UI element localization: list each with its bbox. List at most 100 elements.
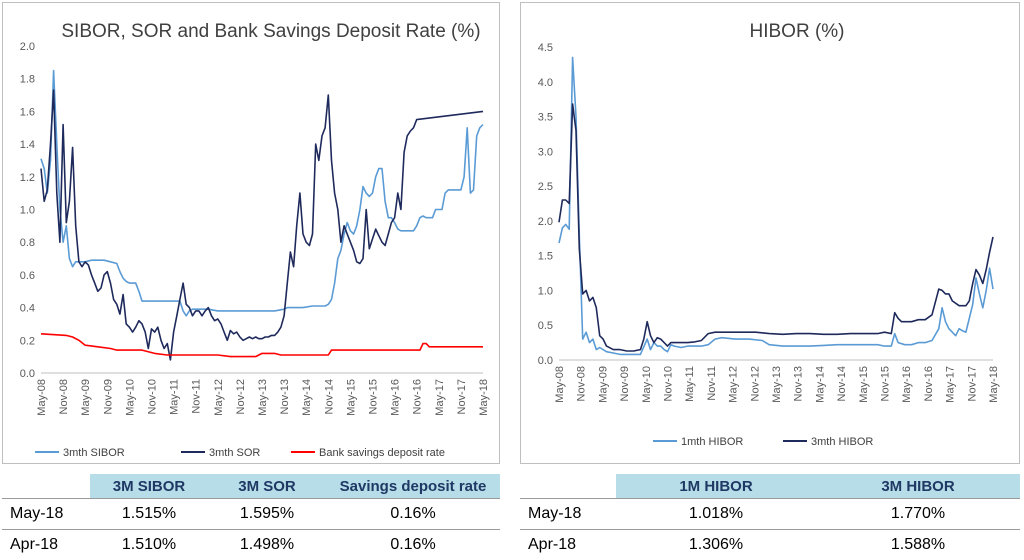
y-tick-label: 1.5 bbox=[538, 251, 553, 263]
y-tick-label: 0.0 bbox=[538, 355, 553, 367]
x-tick-label: May-15 bbox=[858, 366, 870, 403]
row-label: May-18 bbox=[2, 499, 90, 530]
x-tick-label: Nov-13 bbox=[279, 379, 291, 414]
table-header-row: 3M SIBOR 3M SOR Savings deposit rate bbox=[2, 474, 500, 499]
x-tick-label: May-18 bbox=[478, 379, 490, 416]
column-header: 1M HIBOR bbox=[616, 474, 816, 499]
x-tick-label: Nov-14 bbox=[836, 366, 848, 401]
x-tick-label: May-16 bbox=[390, 379, 402, 416]
y-tick-label: 2.0 bbox=[20, 41, 35, 53]
x-tick-label: May-13 bbox=[257, 379, 269, 416]
sibor-chart-panel: SIBOR, SOR and Bank Savings Deposit Rate… bbox=[2, 2, 500, 464]
chart-title: SIBOR, SOR and Bank Savings Deposit Rate… bbox=[61, 21, 480, 42]
sibor-chart: SIBOR, SOR and Bank Savings Deposit Rate… bbox=[3, 3, 499, 463]
row-label: Apr-18 bbox=[2, 530, 90, 560]
x-tick-label: May-15 bbox=[345, 379, 357, 416]
y-tick-label: 2.5 bbox=[538, 181, 553, 193]
table-cell: 1.498% bbox=[208, 530, 326, 560]
row-label: May-18 bbox=[520, 499, 616, 530]
x-tick-label: Nov-17 bbox=[966, 366, 978, 401]
hibor-rates-table: 1M HIBOR 3M HIBOR May-18 1.018% 1.770% A… bbox=[520, 474, 1020, 560]
table-cell: 0.16% bbox=[326, 499, 500, 530]
x-tick-label: Nov-09 bbox=[619, 366, 631, 401]
column-header: Savings deposit rate bbox=[326, 474, 500, 499]
x-tick-label: Nov-15 bbox=[368, 379, 380, 414]
series-line-2 bbox=[41, 334, 483, 357]
y-tick-label: 0.0 bbox=[20, 368, 35, 380]
y-tick-label: 1.0 bbox=[20, 205, 35, 217]
header-blank-cell bbox=[2, 474, 90, 499]
x-tick-label: May-11 bbox=[684, 366, 696, 402]
table-cell: 1.515% bbox=[90, 499, 208, 530]
x-tick-label: May-16 bbox=[901, 366, 913, 403]
x-tick-label: May-17 bbox=[945, 366, 957, 403]
legend-label: 3mth SOR bbox=[209, 447, 260, 459]
x-tick-label: May-13 bbox=[771, 366, 783, 403]
x-tick-label: Nov-16 bbox=[412, 379, 424, 414]
x-tick-label: May-11 bbox=[169, 379, 181, 415]
y-tick-label: 3.0 bbox=[538, 146, 553, 158]
series-line-1 bbox=[559, 104, 993, 351]
legend-label: Bank savings deposit rate bbox=[319, 447, 445, 459]
x-tick-label: Nov-11 bbox=[706, 366, 718, 401]
x-tick-label: Nov-16 bbox=[923, 366, 935, 401]
table-cell: 0.16% bbox=[326, 530, 500, 560]
x-tick-label: Nov-08 bbox=[576, 366, 588, 401]
y-tick-label: 0.2 bbox=[20, 335, 35, 347]
x-tick-label: May-12 bbox=[213, 379, 225, 416]
x-tick-label: May-08 bbox=[554, 366, 566, 403]
y-tick-label: 0.4 bbox=[20, 303, 35, 315]
x-tick-label: Nov-13 bbox=[793, 366, 805, 401]
chart-title: HIBOR (%) bbox=[750, 21, 845, 42]
x-tick-label: Nov-12 bbox=[749, 366, 761, 401]
x-tick-label: Nov-17 bbox=[456, 379, 468, 414]
y-tick-label: 1.4 bbox=[20, 139, 35, 151]
x-tick-label: Nov-10 bbox=[147, 379, 159, 414]
table-cell: 1.306% bbox=[616, 530, 816, 560]
legend-label: 3mth SIBOR bbox=[63, 447, 125, 459]
y-tick-label: 1.0 bbox=[538, 285, 553, 297]
legend-label: 3mth HIBOR bbox=[811, 436, 873, 448]
table-row: May-18 1.018% 1.770% bbox=[520, 499, 1020, 530]
x-tick-label: May-14 bbox=[301, 379, 313, 416]
table-cell: 1.510% bbox=[90, 530, 208, 560]
series-line-0 bbox=[559, 57, 993, 354]
table-cell: 1.595% bbox=[208, 499, 326, 530]
x-tick-label: May-12 bbox=[728, 366, 740, 403]
table-cell: 1.770% bbox=[816, 499, 1020, 530]
row-label: Apr-18 bbox=[520, 530, 616, 560]
x-tick-label: May-10 bbox=[641, 366, 653, 403]
y-tick-label: 4.0 bbox=[538, 77, 553, 89]
x-tick-label: May-09 bbox=[80, 379, 92, 416]
y-tick-label: 1.6 bbox=[20, 106, 35, 118]
x-tick-label: May-14 bbox=[814, 366, 826, 403]
header-blank-cell bbox=[520, 474, 616, 499]
table-cell: 1.588% bbox=[816, 530, 1020, 560]
x-tick-label: May-10 bbox=[124, 379, 136, 416]
y-tick-label: 1.8 bbox=[20, 74, 35, 86]
x-tick-label: May-08 bbox=[36, 379, 48, 416]
legend-label: 1mth HIBOR bbox=[681, 436, 743, 448]
x-tick-label: May-18 bbox=[988, 366, 1000, 403]
table-row: Apr-18 1.306% 1.588% bbox=[520, 530, 1020, 560]
column-header: 3M SOR bbox=[208, 474, 326, 499]
sibor-rates-table: 3M SIBOR 3M SOR Savings deposit rate May… bbox=[2, 474, 500, 560]
x-tick-label: May-17 bbox=[434, 379, 446, 416]
y-tick-label: 0.5 bbox=[538, 320, 553, 332]
series-line-0 bbox=[41, 71, 483, 316]
x-tick-label: Nov-11 bbox=[191, 379, 203, 414]
table-header-row: 1M HIBOR 3M HIBOR bbox=[520, 474, 1020, 499]
x-tick-label: Nov-14 bbox=[323, 379, 335, 414]
x-tick-label: Nov-12 bbox=[235, 379, 247, 414]
y-tick-label: 3.5 bbox=[538, 112, 553, 124]
y-tick-label: 1.2 bbox=[20, 172, 35, 184]
table-row: Apr-18 1.510% 1.498% 0.16% bbox=[2, 530, 500, 560]
y-tick-label: 0.6 bbox=[20, 270, 35, 282]
hibor-chart: HIBOR (%)0.00.51.01.52.02.53.03.54.04.5M… bbox=[521, 3, 1019, 463]
y-tick-label: 4.5 bbox=[538, 42, 553, 54]
table-row: May-18 1.515% 1.595% 0.16% bbox=[2, 499, 500, 530]
table-cell: 1.018% bbox=[616, 499, 816, 530]
x-tick-label: Nov-08 bbox=[58, 379, 70, 414]
column-header: 3M HIBOR bbox=[816, 474, 1020, 499]
